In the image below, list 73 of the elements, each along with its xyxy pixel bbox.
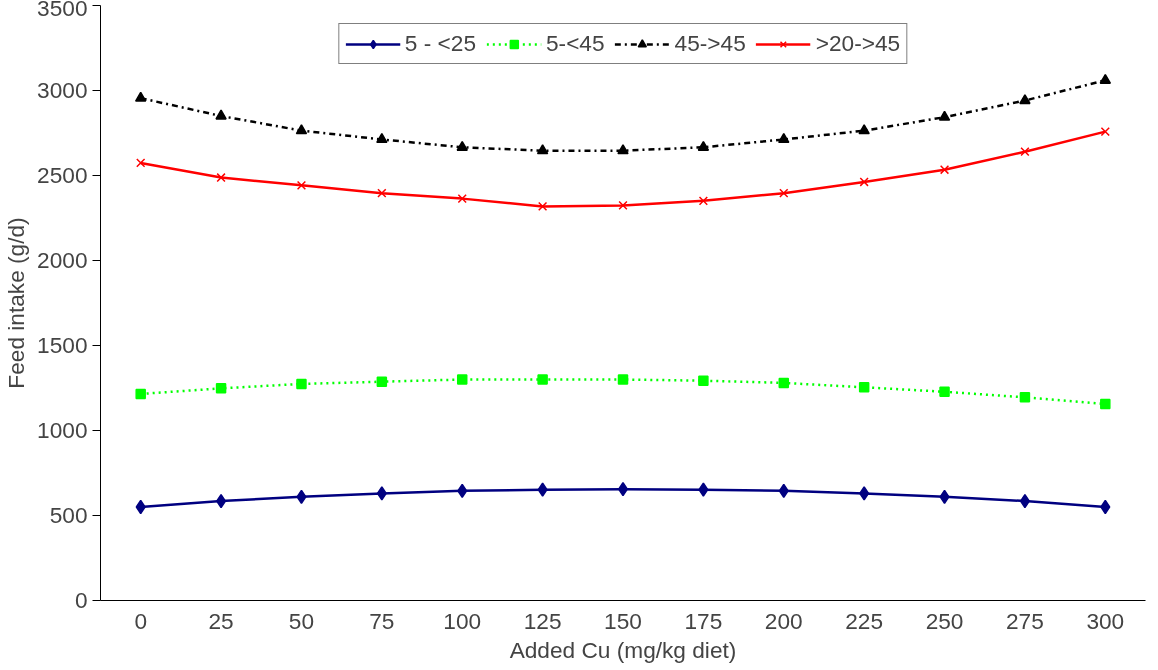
point [296,180,307,190]
point [938,110,951,121]
point [698,482,709,497]
point [216,172,226,183]
point [537,201,548,212]
point [215,493,227,509]
y-tick-label: 0 [74,587,88,613]
point [537,482,548,497]
point [779,188,789,198]
point [135,388,146,400]
x-tick-label: 150 [604,607,642,634]
point [536,144,549,155]
point [295,124,308,135]
point [939,165,950,175]
point [1099,73,1112,84]
legend-label: >20->45 [815,30,901,57]
point [939,386,950,397]
x-tick-label: 75 [369,607,395,634]
point [618,200,628,211]
point [296,378,307,390]
point [778,377,790,389]
point [376,132,388,144]
y-tick-label: 1500 [37,332,88,358]
point [617,374,629,385]
point [697,140,710,151]
point [537,374,548,385]
legend-label: 5 - <25 [404,30,476,57]
x-axis-title: Added Cu (mg/kg diet) [509,636,737,663]
point [859,486,870,501]
x-tick-label: 50 [288,607,315,634]
point [778,132,790,144]
point [858,382,870,393]
point [1100,127,1110,137]
x-tick-label: 200 [764,607,803,634]
x-tick-label: 225 [845,607,884,634]
legend-label: 45->45 [674,30,746,57]
x-tick-label: 125 [523,607,562,634]
y-tick-label: 2500 [37,162,88,188]
point [456,140,468,151]
legend-label: 5-<45 [545,30,605,57]
x-tick-label: 250 [925,607,964,634]
point [1020,147,1030,157]
y-tick-label: 3500 [37,0,88,21]
point [858,124,870,135]
point [136,158,146,168]
y-tick-label: 2000 [37,247,88,273]
point [1100,398,1111,410]
point [698,375,709,386]
point [215,109,227,120]
x-tick-label: 300 [1086,607,1125,634]
point [1019,392,1031,403]
point [698,196,709,206]
y-tick-label: 3000 [37,77,88,103]
y-tick-label: 1000 [37,417,88,443]
x-tick-label: 0 [134,607,147,634]
point [1019,493,1031,509]
point [859,177,869,187]
point [215,383,227,394]
point [457,193,467,204]
point [377,188,387,198]
point [617,144,629,155]
y-tick-label: 500 [49,502,88,528]
y-axis-title: Feed intake (g/d) [3,217,30,389]
point [376,486,387,501]
x-tick-label: 275 [1006,607,1044,634]
point [1019,94,1031,105]
x-tick-label: 175 [684,607,723,634]
point [134,91,147,102]
point [617,481,629,497]
x-tick-label: 25 [208,607,234,634]
point [376,376,388,387]
x-tick-label: 100 [443,607,482,634]
point [456,374,468,385]
